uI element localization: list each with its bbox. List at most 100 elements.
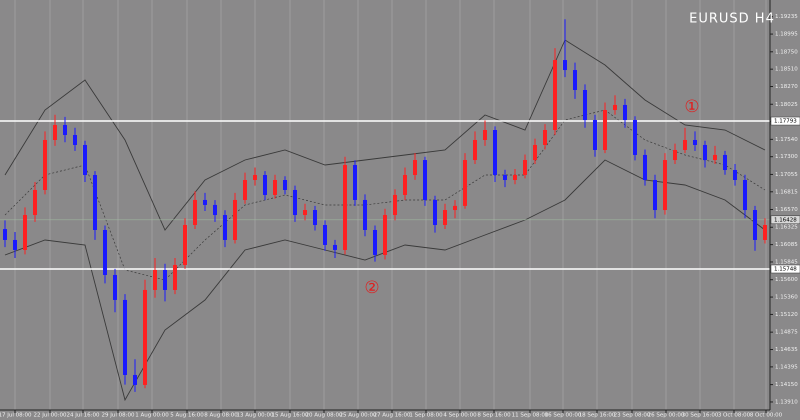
candle-body (283, 180, 287, 190)
candle-body (363, 199, 367, 230)
price-box-label: 1.15748 (774, 266, 797, 272)
band-line (4, 109, 766, 281)
candle-body (573, 70, 577, 91)
x-tick-label: 15 Aug 16:00 (271, 413, 309, 419)
y-tick-label: 1.16085 (775, 242, 798, 248)
x-tick-label: 4 Sep 00:00 (443, 413, 477, 419)
candle-body (123, 299, 127, 375)
y-tick-label: 1.16815 (775, 189, 798, 195)
price-box-label: 1.17793 (774, 119, 797, 125)
candle-body (523, 160, 527, 176)
candle-body (653, 180, 657, 211)
candle-body (113, 274, 117, 300)
candle-body (393, 194, 397, 216)
y-tick-label: 1.14150 (775, 382, 798, 388)
candle-body (293, 189, 297, 216)
candle-body (53, 125, 57, 140)
y-tick-label: 1.13910 (775, 399, 798, 405)
candle-body (203, 199, 207, 205)
x-tick-label: 1 Sep 08:00 (409, 413, 443, 419)
x-tick-label: 3 Oct 08:00 (718, 413, 751, 419)
y-tick-label: 1.18025 (775, 102, 798, 108)
candle-body (673, 149, 677, 161)
candle-body (593, 120, 597, 150)
candle-body (663, 160, 667, 211)
candle-body (63, 125, 67, 136)
candle-body (23, 215, 27, 250)
candle-body (493, 130, 497, 176)
x-tick-label: 8 Aug 08:00 (204, 413, 238, 419)
candle-body (563, 60, 567, 71)
candle-body (703, 144, 707, 161)
candle-body (683, 139, 687, 150)
candle-body (93, 175, 97, 230)
candle-body (213, 204, 217, 216)
x-tick-label: 8 Oct 00:00 (750, 413, 783, 419)
price-box (770, 264, 800, 274)
candle-body (333, 244, 337, 250)
candle-body (693, 139, 697, 145)
candle-body (243, 180, 247, 200)
x-tick-label: 20 Aug 08:00 (305, 413, 343, 419)
candle-body (303, 210, 307, 216)
candle-body (253, 175, 257, 181)
price-box-label: 1.16428 (774, 217, 797, 223)
y-tick-label: 1.14875 (775, 330, 798, 336)
y-tick-label: 1.17300 (775, 154, 798, 160)
candle-body (613, 104, 617, 111)
candle-body (433, 199, 437, 226)
candle-body (723, 154, 727, 171)
candle-body (103, 229, 107, 275)
candle-body (553, 60, 557, 131)
candle-body (133, 374, 137, 385)
candle-body (643, 154, 647, 181)
candle-body (513, 175, 517, 181)
candle-body (163, 270, 167, 290)
candle-body (623, 104, 627, 121)
y-tick-label: 1.14635 (775, 347, 798, 353)
y-tick-label: 1.15120 (775, 312, 798, 318)
y-tick-label: 1.14395 (775, 364, 798, 370)
x-tick-label: 13 Aug 00:00 (236, 413, 274, 419)
x-tick-label: 29 Jul 08:00 (102, 413, 135, 419)
candle-body (423, 160, 427, 200)
candle-body (383, 215, 387, 255)
candle-body (583, 90, 587, 121)
x-tick-label: 30 Sep 16:00 (682, 413, 719, 419)
x-tick-label: 17 Jul 08:00 (0, 413, 32, 419)
y-tick-label: 1.18750 (775, 49, 798, 55)
x-tick-label: 26 Sep 00:00 (648, 413, 685, 419)
candle-body (153, 270, 157, 290)
candle-body (343, 165, 347, 250)
x-tick-label: 18 Sep 16:00 (579, 413, 616, 419)
candle-body (533, 144, 537, 161)
band-line (4, 39, 766, 231)
price-box (770, 215, 800, 225)
y-tick-label: 1.16325 (775, 225, 798, 231)
candle-body (223, 215, 227, 240)
annotation: ② (364, 278, 379, 298)
x-tick-label: 23 Sep 08:00 (614, 413, 651, 419)
y-tick-label: 1.17540 (775, 137, 798, 143)
candle-body (3, 229, 7, 240)
candle-body (483, 130, 487, 140)
candle-body (263, 175, 267, 195)
x-tick-label: 11 Sep 08:00 (512, 413, 549, 419)
candle-body (713, 154, 717, 161)
candle-body (743, 180, 747, 211)
y-tick-label: 1.16570 (775, 207, 798, 213)
candle-body (193, 199, 197, 226)
candle-body (403, 175, 407, 195)
candle-body (83, 144, 87, 176)
candle-body (753, 210, 757, 240)
candle-body (323, 225, 327, 245)
candle-body (173, 265, 177, 290)
y-tick-label: 1.15845 (775, 259, 798, 265)
candle-body (763, 225, 767, 240)
candle-body (413, 160, 417, 176)
x-tick-label: 1 Aug 00:00 (135, 413, 169, 419)
y-tick-label: 1.17055 (775, 172, 798, 178)
